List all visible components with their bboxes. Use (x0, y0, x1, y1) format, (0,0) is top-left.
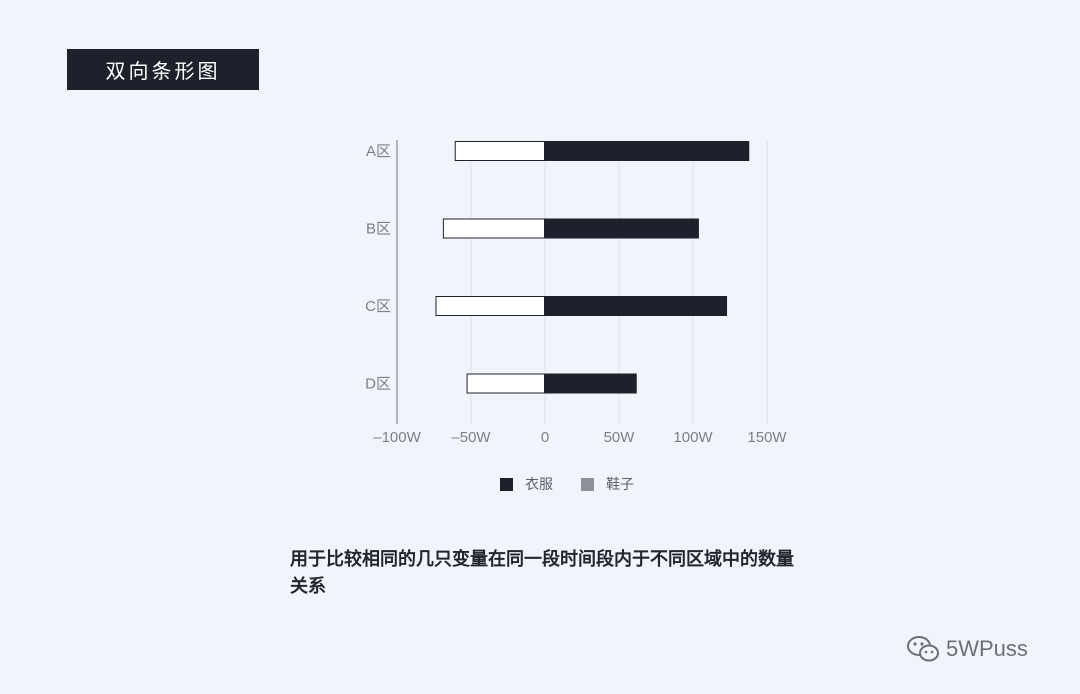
x-tick-labels: –100W –50W 0 50W 100W 150W (373, 429, 787, 446)
category-label: C区 (365, 298, 391, 315)
bar-shoes[interactable] (435, 296, 546, 316)
chart-legend: 衣服 鞋子 (500, 474, 662, 494)
category-label: B区 (366, 221, 391, 238)
category-label: D区 (365, 376, 391, 393)
wechat-icon (907, 636, 939, 662)
bar-clothes[interactable] (545, 218, 699, 239)
legend-swatch-clothes (500, 477, 513, 491)
bar-clothes[interactable] (545, 141, 750, 161)
bar-shoes[interactable] (466, 373, 545, 394)
category-label: A区 (366, 143, 391, 160)
category-labels: A区 B区 C区 D区 (365, 143, 391, 393)
watermark: 5WPuss (906, 634, 1028, 664)
chart-bars (435, 141, 750, 394)
x-tick-label: 150W (747, 429, 787, 446)
legend-swatch-shoes (581, 477, 594, 491)
legend-item-clothes[interactable]: 衣服 (500, 474, 553, 494)
bar-shoes[interactable] (454, 141, 545, 161)
bar-shoes[interactable] (442, 218, 546, 239)
x-tick-label: –50W (451, 429, 491, 446)
page-title: 双向条形图 (67, 49, 259, 90)
chart-description: 用于比较相同的几只变量在同一段时间段内于不同区域中的数量关系 (290, 549, 794, 597)
legend-label-shoes: 鞋子 (606, 477, 634, 493)
x-tick-label: 100W (673, 429, 713, 446)
legend-item-shoes[interactable]: 鞋子 (581, 474, 634, 494)
watermark-text: 5WPuss (946, 636, 1028, 661)
x-tick-label: –100W (373, 429, 421, 446)
x-tick-label: 50W (604, 429, 636, 446)
page-title-text: 双向条形图 (105, 59, 221, 83)
bar-clothes[interactable] (545, 296, 728, 316)
bar-clothes[interactable] (545, 373, 637, 394)
x-tick-label: 0 (541, 429, 549, 446)
legend-label-clothes: 衣服 (525, 477, 553, 493)
